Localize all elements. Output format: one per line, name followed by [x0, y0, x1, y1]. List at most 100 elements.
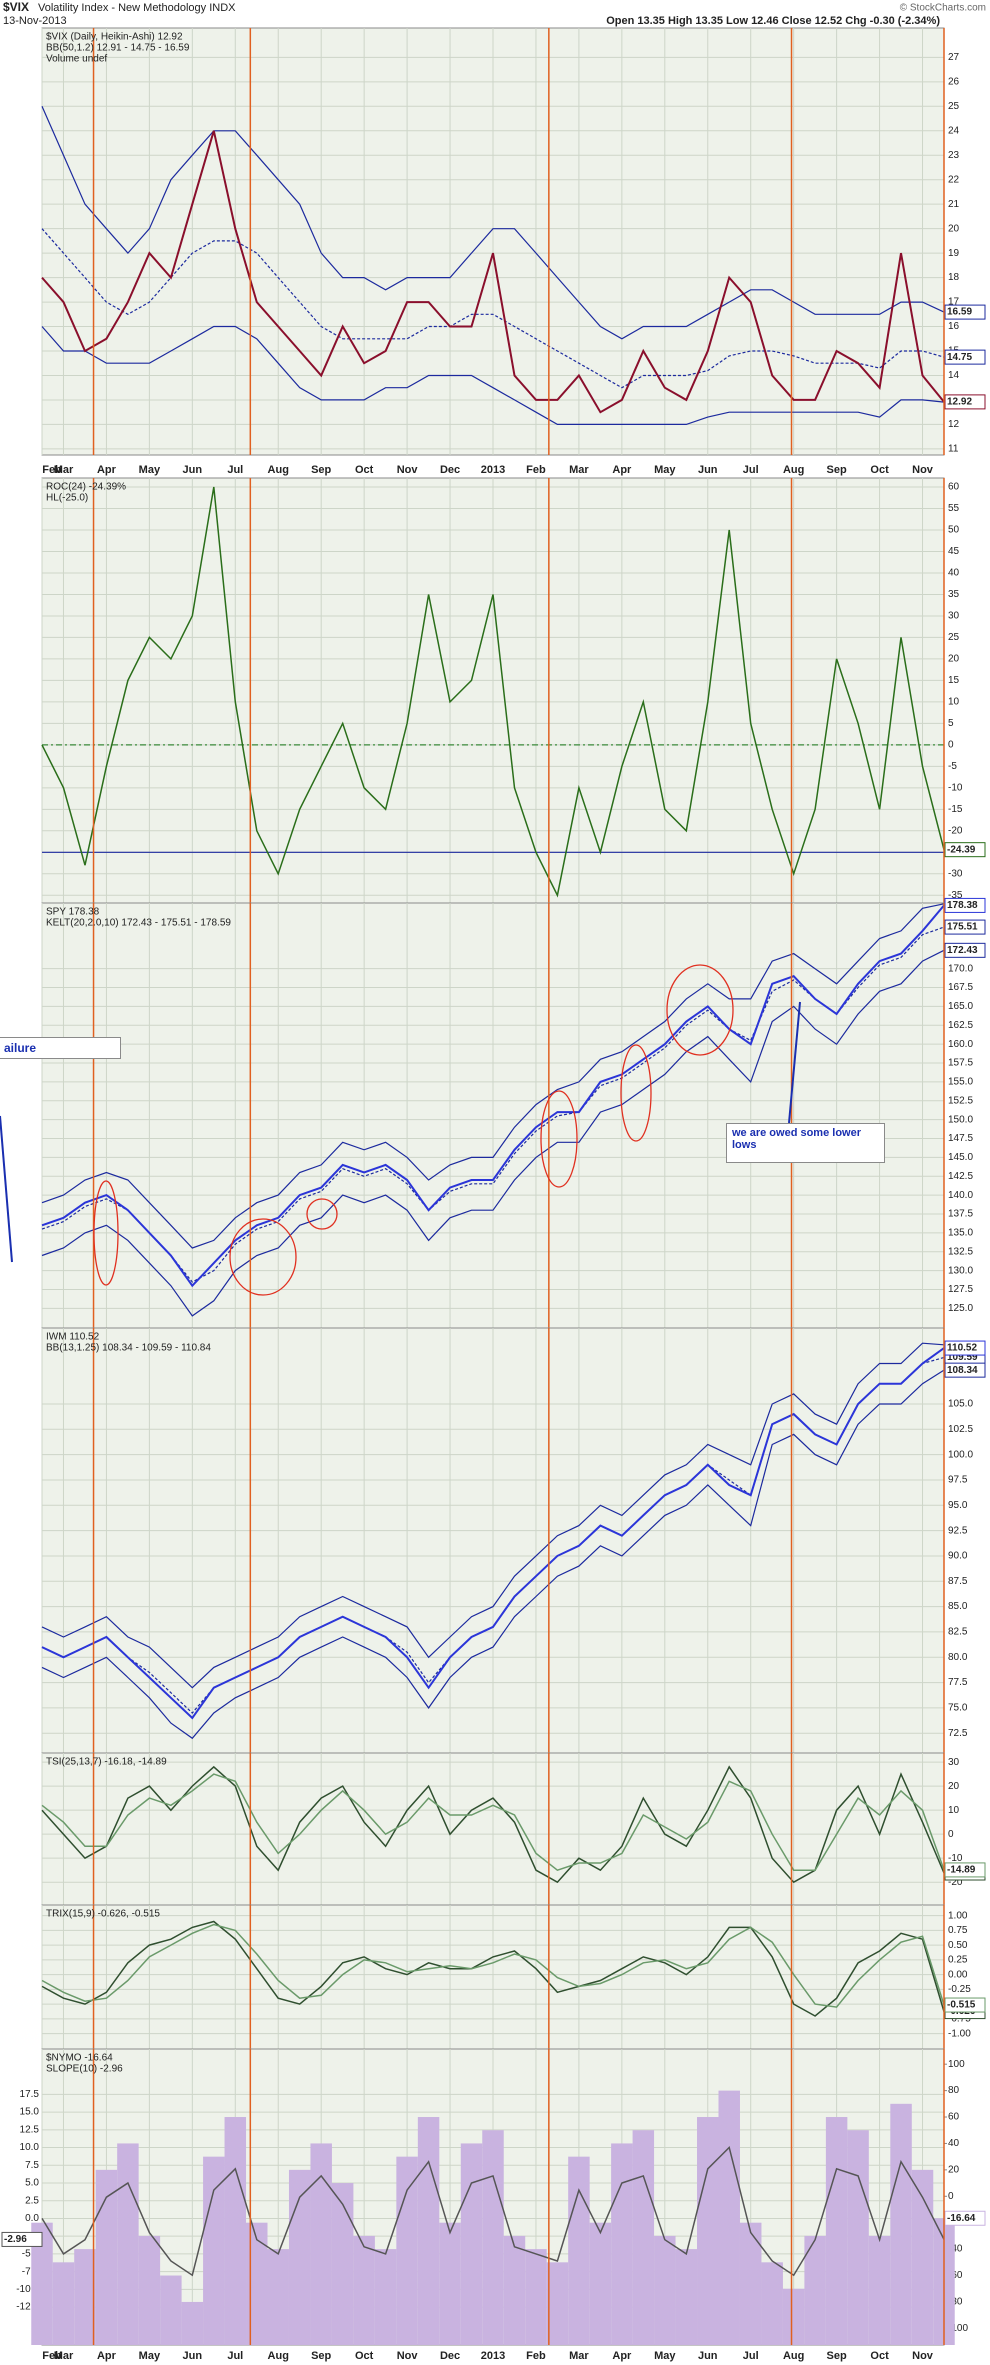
y-tick-label: 0 — [948, 1829, 954, 1840]
y2-tick-label: -40 — [948, 2244, 963, 2255]
y-tick-label: -12.5 — [16, 2302, 39, 2313]
y-tick-label: 0.00 — [948, 1969, 968, 1980]
bar — [911, 2169, 934, 2345]
x-tick-label: Dec — [440, 464, 460, 476]
x-tick-label: Mar — [569, 464, 589, 476]
y-tick-label: 167.5 — [948, 982, 973, 993]
bar — [95, 2169, 118, 2345]
y-tick-label: 1.00 — [948, 1910, 968, 1921]
x-tick-label: May — [654, 464, 676, 476]
y-tick-label: 105.0 — [948, 1399, 973, 1410]
x-tick-label: May — [654, 2350, 676, 2362]
value-tag-label: 178.38 — [947, 900, 978, 911]
y-tick-label: 140.0 — [948, 1190, 973, 1201]
bar — [739, 2222, 762, 2345]
series-line — [41, 325, 945, 425]
x-tick-label: Jul — [743, 2350, 759, 2362]
bar — [374, 2249, 397, 2345]
x-tick-label: Dec — [440, 2350, 460, 2362]
y-tick-label: -5 — [948, 761, 957, 772]
series-line — [41, 228, 945, 389]
y2-tick-label: 20 — [948, 2164, 960, 2175]
x-tick-label: Jun — [183, 464, 203, 476]
y-tick-label: -20 — [948, 825, 963, 836]
series-line — [41, 2146, 945, 2277]
bar — [310, 2143, 332, 2345]
legend-entry: $VIX (Daily, Heikin-Ashi) 12.92 — [46, 32, 183, 43]
bar — [611, 2143, 633, 2345]
y-tick-label: 142.5 — [948, 1171, 973, 1182]
legend-entry: BB(13,1.25) 108.34 - 109.59 - 110.84 — [46, 1343, 211, 1354]
x-tick-label: Apr — [612, 464, 632, 476]
y-tick-label: 11 — [948, 444, 959, 455]
y-tick-label: 102.5 — [948, 1424, 973, 1435]
y-tick-label: -35 — [948, 890, 963, 901]
value-tag-label: -2.96 — [4, 2234, 27, 2245]
value-tag-label: 110.52 — [947, 1343, 977, 1354]
y-tick-label: 15.0 — [20, 2107, 40, 2118]
bar — [525, 2249, 547, 2345]
y-tick-label: 25 — [948, 632, 960, 643]
x-tick-label: Jun — [698, 464, 718, 476]
y-tick-label: -5.0 — [22, 2249, 40, 2260]
bar — [288, 2169, 311, 2345]
bar — [675, 2249, 698, 2345]
y-tick-label: 21 — [948, 199, 960, 210]
series-line — [41, 486, 945, 898]
bar — [396, 2156, 418, 2345]
value-tag — [944, 1997, 986, 2013]
y-tick-label: 17 — [948, 297, 960, 308]
y-tick-label: 10 — [948, 697, 960, 708]
series-line — [41, 1923, 945, 2008]
value-tag — [1, 2231, 43, 2247]
y-tick-label: 85.0 — [948, 1601, 968, 1612]
y-tick-label: 82.5 — [948, 1627, 968, 1638]
y-tick-label: 165.0 — [948, 1001, 973, 1012]
bar — [697, 2117, 719, 2345]
x-tick-label: Apr — [97, 2350, 117, 2362]
value-tag-label: -16.64 — [947, 2213, 976, 2224]
legend-entry: TSI(25,13,7) -16.18, -14.89 — [46, 1757, 167, 1768]
y-tick-label: 30 — [948, 611, 960, 622]
y-tick-label: 147.5 — [948, 1133, 973, 1144]
x-tick-label: Jul — [743, 464, 759, 476]
y-tick-label: 72.5 — [948, 1728, 968, 1739]
x-tick-label: Nov — [397, 2350, 419, 2362]
x-tick-label: Nov — [397, 464, 419, 476]
x-tick-label: Oct — [870, 464, 889, 476]
legend-entry: SPY 178.38 — [46, 907, 100, 918]
pointer — [788, 1001, 801, 1124]
date: 13-Nov-2013 — [3, 15, 67, 27]
bar — [589, 2222, 612, 2345]
circles — [93, 964, 734, 1296]
series-line — [41, 1773, 945, 1872]
series-line — [41, 1347, 945, 1720]
y-tick-label: -10 — [948, 782, 963, 793]
series-line — [41, 949, 945, 1317]
bar — [654, 2235, 676, 2345]
x-tick-label: Sep — [827, 2350, 847, 2362]
y-tick-label: 55 — [948, 503, 960, 514]
value-tag — [944, 942, 986, 958]
y-tick-label: 0.0 — [25, 2213, 39, 2224]
x-tick-label: Sep — [311, 2350, 331, 2362]
x-tick-label: Nov — [912, 2350, 934, 2362]
x-tick-label: Jun — [183, 2350, 203, 2362]
y-tick-label: 87.5 — [948, 1576, 968, 1587]
circle — [93, 1180, 119, 1286]
bar — [353, 2235, 375, 2345]
value-tag — [944, 1340, 986, 1356]
y-tick-label: 18 — [948, 272, 960, 283]
y-tick-label: 170.0 — [948, 963, 973, 974]
x-tick-label: Apr — [97, 464, 117, 476]
y-tick-label: 80.0 — [948, 1652, 968, 1663]
legend-entry: TRIX(15,9) -0.626, -0.515 — [46, 1909, 160, 1920]
series-line — [41, 1765, 945, 1884]
y-tick-label: 35 — [948, 589, 960, 600]
bar — [417, 2117, 440, 2345]
bar — [203, 2156, 225, 2345]
value-tag-label: -0.515 — [947, 2000, 976, 2011]
y-tick-label: 127.5 — [948, 1284, 973, 1295]
y-tick-label: 16 — [948, 321, 960, 332]
